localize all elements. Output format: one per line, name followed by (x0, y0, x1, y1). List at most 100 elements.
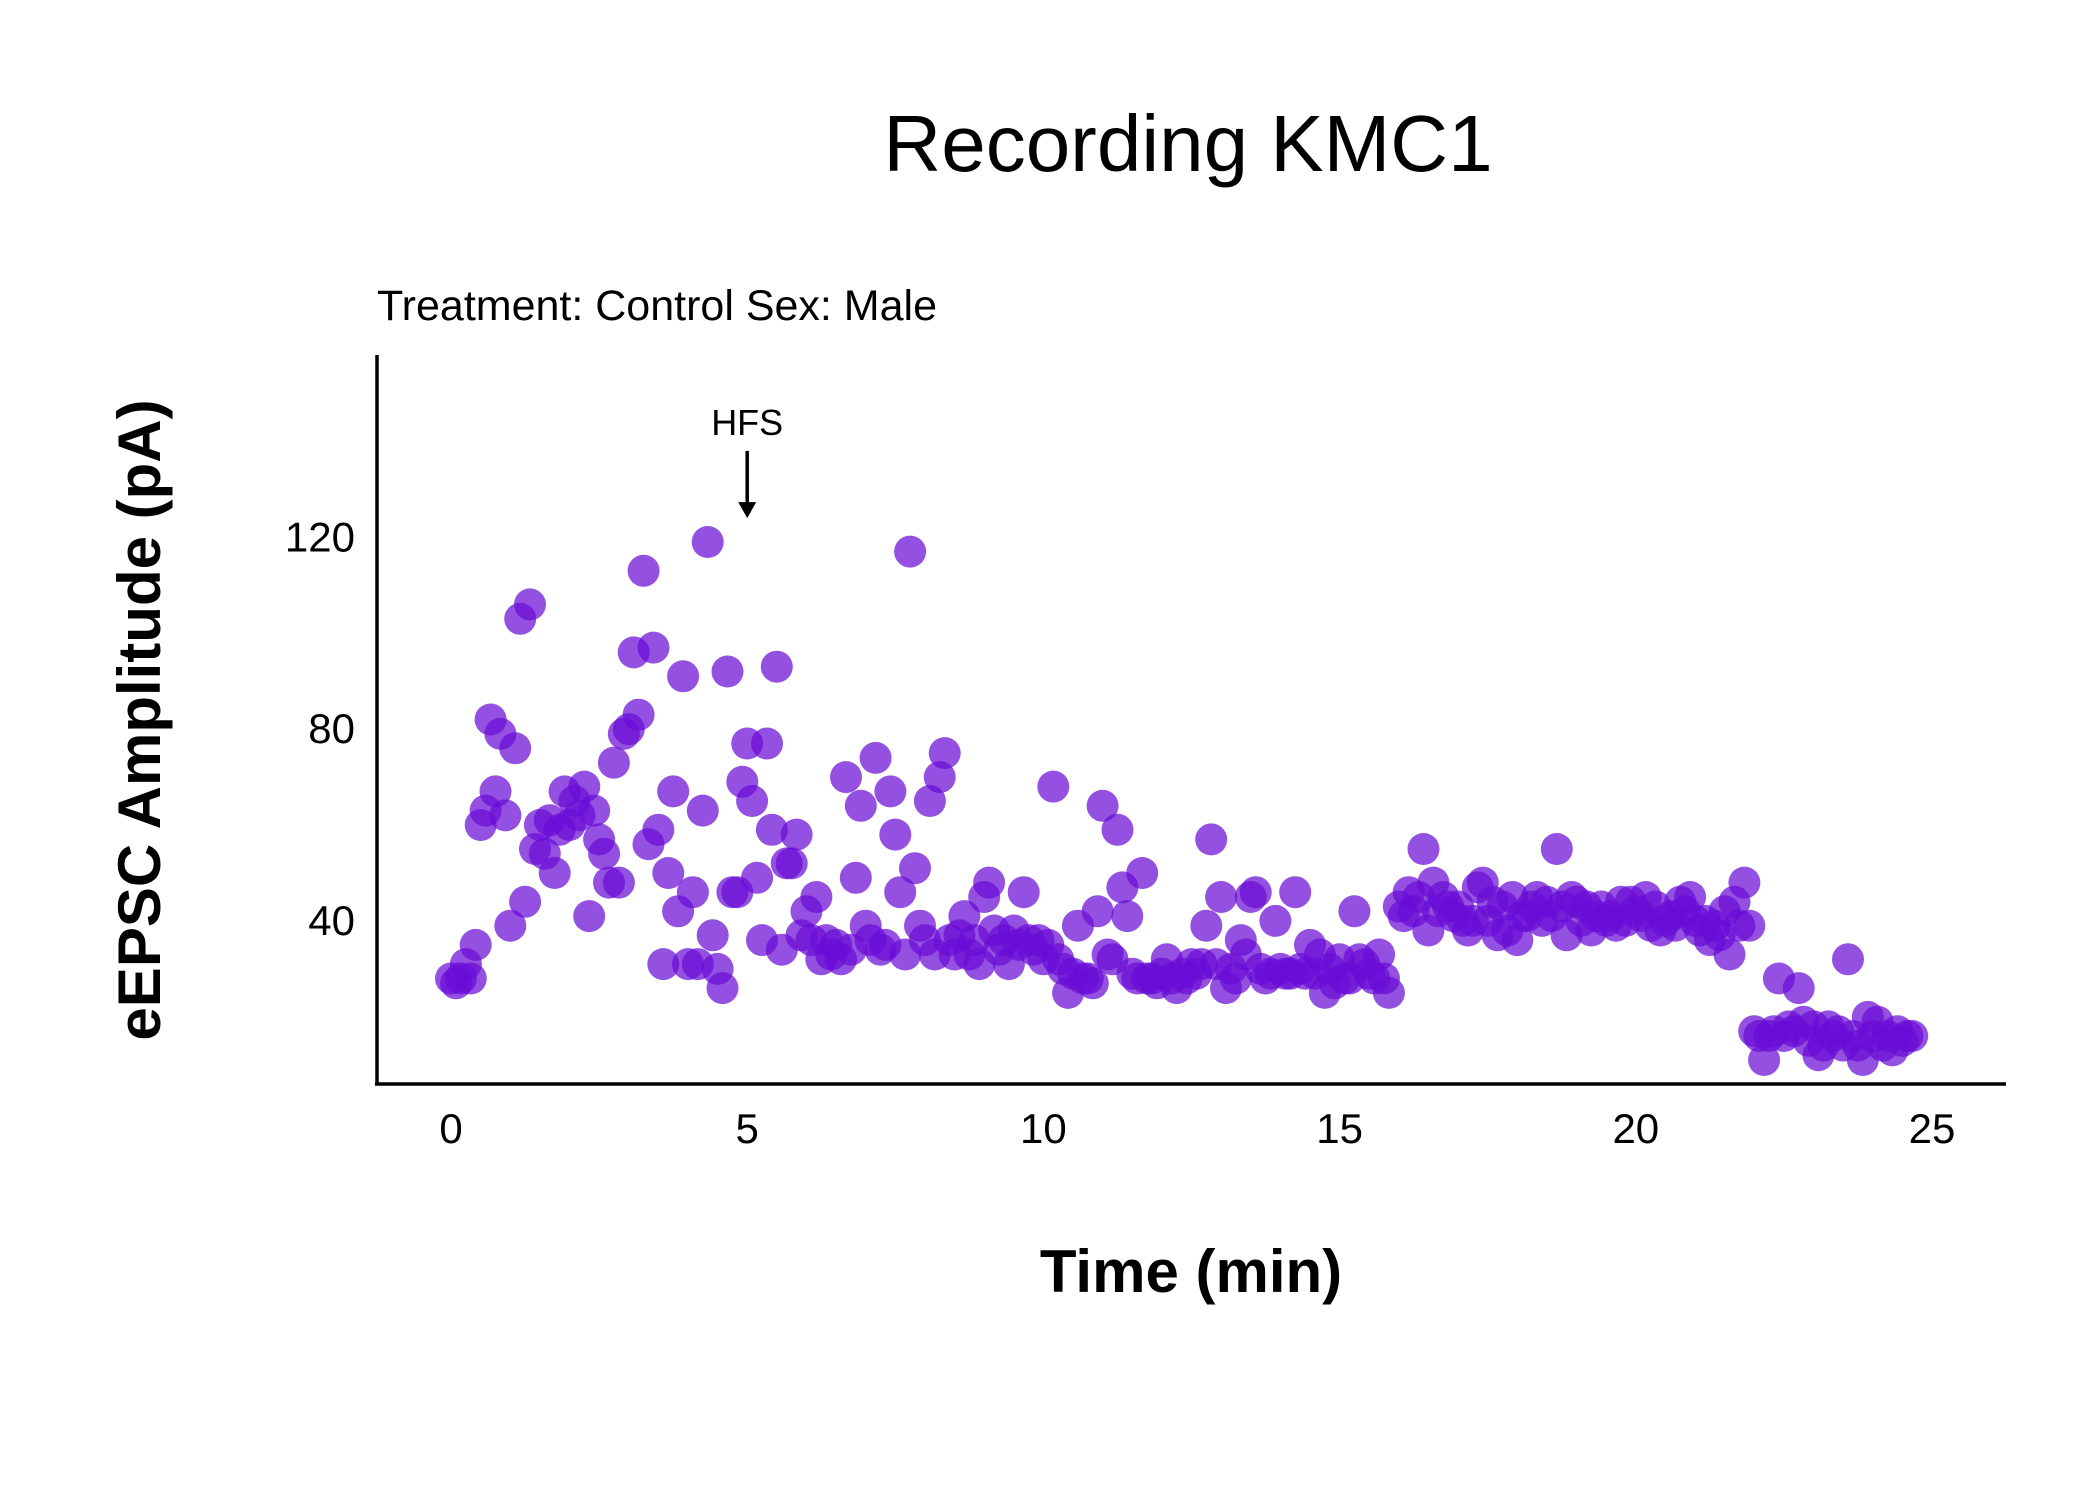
data-point (706, 972, 739, 1005)
data-point (760, 650, 793, 683)
data-point (573, 900, 606, 933)
data-point (913, 785, 946, 817)
data-point (459, 928, 492, 961)
data-point (839, 861, 872, 894)
data-point (1338, 895, 1371, 928)
data-point (1501, 924, 1534, 957)
data-point (1748, 1044, 1781, 1076)
data-point (1540, 833, 1573, 865)
data-point (1896, 1020, 1929, 1052)
data-point (627, 554, 660, 587)
data-point (884, 876, 917, 909)
data-point (686, 794, 719, 827)
data-point (800, 881, 833, 913)
data-point (775, 847, 808, 880)
x-tick-label: 20 (1612, 1105, 1659, 1152)
data-point (642, 813, 675, 846)
x-tick-label: 0 (439, 1105, 462, 1152)
data-point (479, 775, 512, 808)
hfs-arrow-head (738, 502, 757, 519)
data-point (1195, 823, 1228, 856)
data-point (1674, 881, 1707, 913)
x-axis-title: Time (min) (1040, 1238, 1342, 1305)
data-point (1076, 967, 1109, 1000)
data-point (1728, 866, 1761, 899)
data-point (1190, 909, 1223, 942)
data-point (667, 660, 700, 693)
data-point (652, 857, 685, 889)
data-point (489, 799, 522, 832)
x-tick-label: 15 (1316, 1105, 1363, 1152)
data-point (538, 857, 571, 889)
data-point (1007, 876, 1040, 909)
data-point (509, 885, 542, 918)
data-point (588, 837, 621, 870)
data-point (1733, 909, 1766, 942)
data-point (657, 775, 690, 808)
data-point (602, 866, 635, 899)
data-point (928, 737, 961, 770)
data-point (1101, 813, 1134, 846)
data-point (514, 588, 546, 621)
data-point (1259, 904, 1292, 937)
data-point (691, 526, 724, 558)
hfs-label: HFS (711, 402, 783, 443)
y-tick-labels: 40 80 120 (285, 513, 355, 944)
data-point (578, 794, 611, 827)
data-point (736, 785, 769, 817)
data-point (973, 866, 1006, 899)
data-point (844, 789, 877, 822)
y-axis-title: eEPSC Amplitude (pA) (106, 399, 173, 1040)
x-tick-label: 25 (1909, 1105, 1956, 1152)
data-point (676, 876, 709, 909)
data-point (647, 948, 680, 981)
data-point (830, 761, 862, 794)
data-point (494, 909, 527, 942)
data-point (1219, 962, 1252, 995)
data-point (780, 818, 813, 851)
data-point (1111, 900, 1144, 933)
data-point (755, 813, 788, 846)
data-points (435, 526, 1929, 1076)
data-point (741, 861, 774, 894)
data-point (894, 535, 927, 568)
data-point (1081, 895, 1114, 928)
data-point (948, 900, 981, 933)
data-point (711, 655, 744, 688)
data-point (1239, 876, 1272, 909)
data-point (1713, 938, 1746, 971)
data-point (622, 698, 655, 731)
data-point (1372, 976, 1405, 1009)
data-point (899, 852, 931, 885)
data-point (499, 732, 532, 765)
hfs-annotation: HFS (711, 402, 783, 519)
data-point (1126, 857, 1159, 889)
data-point (454, 962, 487, 995)
data-point (874, 775, 907, 808)
data-point (1279, 876, 1312, 909)
data-point (751, 727, 783, 760)
y-tick-label: 40 (308, 897, 355, 944)
x-tick-labels: 0 5 10 15 20 25 (439, 1105, 1955, 1152)
data-point (637, 631, 670, 664)
data-point (1832, 943, 1864, 976)
y-tick-label: 80 (308, 705, 355, 752)
data-point (923, 761, 956, 794)
data-point (1086, 789, 1119, 822)
chart-title: Recording KMC1 (883, 99, 1492, 188)
x-tick-label: 5 (736, 1105, 759, 1152)
data-point (1782, 972, 1815, 1005)
data-point (1205, 881, 1238, 913)
chart-subtitle: Treatment: Control Sex: Male (377, 282, 937, 330)
y-tick-label: 120 (285, 513, 355, 560)
data-point (859, 741, 892, 774)
data-point (1037, 770, 1070, 803)
data-point (879, 818, 912, 851)
data-point (597, 746, 630, 779)
data-point (568, 770, 601, 803)
x-tick-label: 10 (1020, 1105, 1067, 1152)
data-point (696, 919, 729, 952)
data-point (1407, 833, 1440, 865)
data-point (1363, 938, 1396, 971)
